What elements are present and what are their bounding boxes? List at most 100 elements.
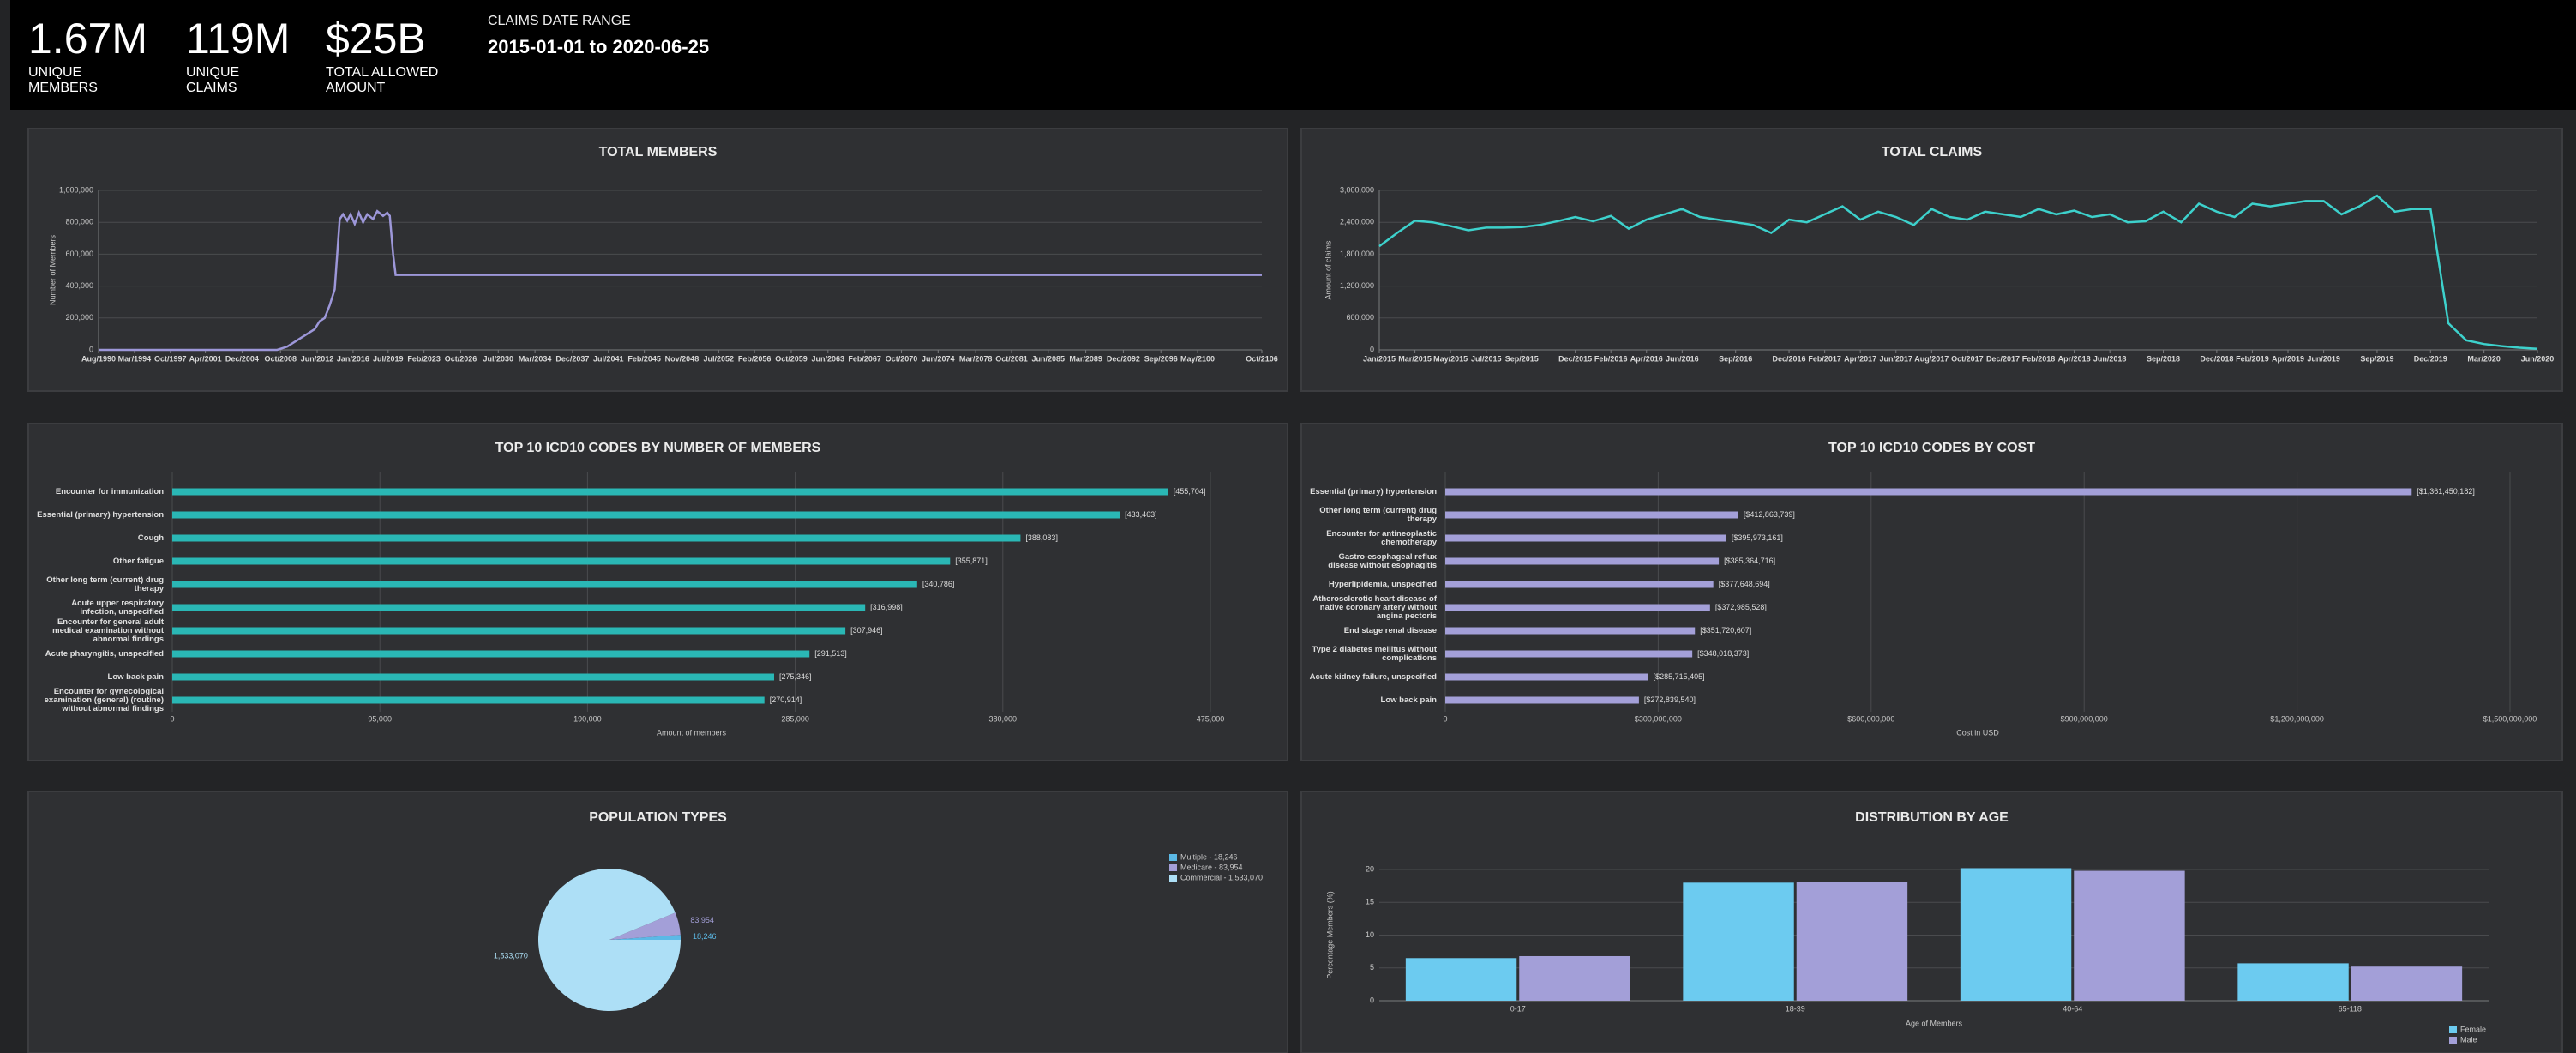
kpi: $25B TOTAL ALLOWED AMOUNT [326, 15, 454, 96]
x-tick-label: $300,000,000 [1635, 714, 1682, 723]
x-tick-label: Aug/1990 [81, 354, 116, 363]
y-tick-label: 600,000 [1346, 313, 1374, 322]
data-label: [291,513] [814, 649, 847, 658]
data-label: [$348,018,373] [1697, 649, 1749, 658]
y-tick-label: 5 [1370, 963, 1374, 972]
x-tick-label: Dec/2019 [2414, 354, 2447, 363]
x-tick-label: Dec/2004 [225, 354, 259, 363]
y-tick-label: 1,000,000 [59, 185, 93, 194]
x-tick-label: Jun/2063 [812, 354, 845, 363]
x-tick-label: Jul/2041 [593, 354, 624, 363]
label-box: Encounter for antineoplastic chemotherap… [1326, 528, 1437, 547]
x-tick-label: Apr/2018 [2058, 354, 2091, 363]
x-tick-label: Dec/2092 [1107, 354, 1140, 363]
x-tick-label: Jun/2018 [2093, 354, 2127, 363]
x-tick-label: Jun/2074 [922, 354, 955, 363]
data-label: 18,246 [693, 932, 717, 941]
x-axis-label: Amount of members [657, 728, 727, 737]
chart-title: TOP 10 ICD10 CODES BY COST [1828, 441, 2035, 455]
legend-swatch [1169, 875, 1177, 882]
x-tick-label: Dec/2015 [1558, 354, 1592, 363]
y-tick-label: Hyperlipidemia, unspecified [1328, 579, 1437, 589]
x-tick-label: Mar/2020 [2467, 354, 2501, 363]
x-tick-label: Jul/2019 [373, 354, 404, 363]
data-label: [$377,648,694] [1719, 580, 1770, 588]
label-box: Other long term (current) drug therapy [1319, 506, 1437, 523]
x-tick-label: Oct/2081 [995, 354, 1028, 363]
data-label: [355,871] [955, 557, 988, 565]
label-box: Hyperlipidemia, unspecified [1328, 579, 1437, 589]
x-tick-label: Nov/2048 [665, 354, 700, 363]
bar [172, 673, 774, 681]
bar [1445, 581, 1714, 588]
x-tick-label: Jul/2052 [704, 354, 735, 363]
bar [172, 581, 917, 588]
legend-swatch [1169, 854, 1177, 861]
y-axis-label: Amount of claims [1324, 240, 1332, 300]
label-box: Atherosclerotic heart disease of native … [1312, 594, 1437, 621]
bar [1445, 627, 1696, 635]
y-tick-label: Encounter for immunization [55, 486, 164, 496]
legend-swatch [2449, 1026, 2457, 1033]
bar [172, 534, 1021, 542]
x-tick-label: Mar/1994 [118, 354, 152, 363]
label-box: Acute kidney failure, unspecified [1310, 672, 1437, 681]
chart-title: POPULATION TYPES [589, 810, 727, 825]
legend-label: Medicare - 83,954 [1180, 863, 1243, 871]
data-label: [$385,364,716] [1724, 557, 1775, 565]
y-tick-label: Low back pain [1380, 695, 1437, 705]
label-box: Encounter for general adult medical exam… [52, 618, 164, 644]
x-tick-label: Sep/2019 [2360, 354, 2393, 363]
x-tick-label: Dec/2017 [1986, 354, 2020, 363]
line [1378, 194, 2538, 351]
x-tick-label: Sep/2016 [1719, 354, 1752, 363]
y-tick-label: Essential (primary) hypertension [37, 509, 164, 520]
x-tick-label: Feb/2067 [848, 354, 881, 363]
legend-swatch [2449, 1037, 2457, 1044]
y-axis-label: Percentage Members (%) [1325, 891, 1334, 979]
label-box: End stage renal disease [1343, 625, 1437, 635]
legend-label: Commercial - 1,533,070 [1180, 873, 1263, 882]
date-range-value: 2015-01-01 to 2020-06-25 [488, 36, 710, 57]
y-tick-label: Encounter for antineoplastic chemotherap… [1326, 528, 1437, 547]
x-tick-label: Feb/2017 [1808, 354, 1841, 363]
bar [172, 627, 846, 635]
x-tick-label: 0 [1443, 714, 1447, 723]
x-tick-label: $600,000,000 [1847, 714, 1894, 723]
label-box: Encounter for immunization [55, 486, 164, 496]
bar [1405, 958, 1517, 1001]
y-tick-label: Cough [137, 533, 164, 543]
label-box: Acute upper respiratory infection, unspe… [71, 598, 164, 617]
y-tick-label: Acute upper respiratory infection, unspe… [71, 598, 164, 617]
bar [1445, 696, 1639, 704]
kpi-label: UNIQUE MEMBERS [28, 65, 98, 95]
x-tick-label: Feb/2045 [627, 354, 661, 363]
bar [1445, 534, 1726, 542]
x-tick-label: Jun/2085 [1032, 354, 1066, 363]
bar [172, 488, 1168, 496]
y-tick-label: Encounter for gynecological examination … [44, 687, 164, 713]
date-range-label: CLAIMS DATE RANGE [488, 14, 631, 28]
y-tick-label: Gastro-esophageal reflux disease without… [1328, 551, 1437, 570]
label-box: Acute pharyngitis, unspecified [45, 649, 164, 658]
kpi-label: UNIQUE CLAIMS [186, 65, 240, 95]
pie-slice [538, 869, 681, 1011]
y-tick-label: End stage renal disease [1343, 625, 1437, 635]
panel [1300, 423, 2563, 761]
x-tick-label: Sep/2015 [1505, 354, 1539, 363]
data-label: [270,914] [770, 695, 802, 704]
y-tick-label: 15 [1366, 898, 1374, 906]
y-tick-label: Atherosclerotic heart disease of native … [1312, 594, 1437, 621]
x-tick-label: Feb/2056 [738, 354, 772, 363]
bar [1445, 604, 1710, 611]
y-tick-label: Essential (primary) hypertension [1310, 486, 1437, 496]
data-label: [340,786] [922, 580, 955, 588]
x-tick-label: 190,000 [573, 714, 602, 723]
y-tick-label: 600,000 [65, 250, 93, 258]
bar [2237, 963, 2349, 1001]
y-tick-label: 10 [1366, 930, 1374, 939]
chart-title: DISTRIBUTION BY AGE [1855, 810, 2009, 825]
x-axis-label: Cost in USD [1956, 728, 1999, 737]
data-label: [455,704] [1174, 487, 1206, 496]
